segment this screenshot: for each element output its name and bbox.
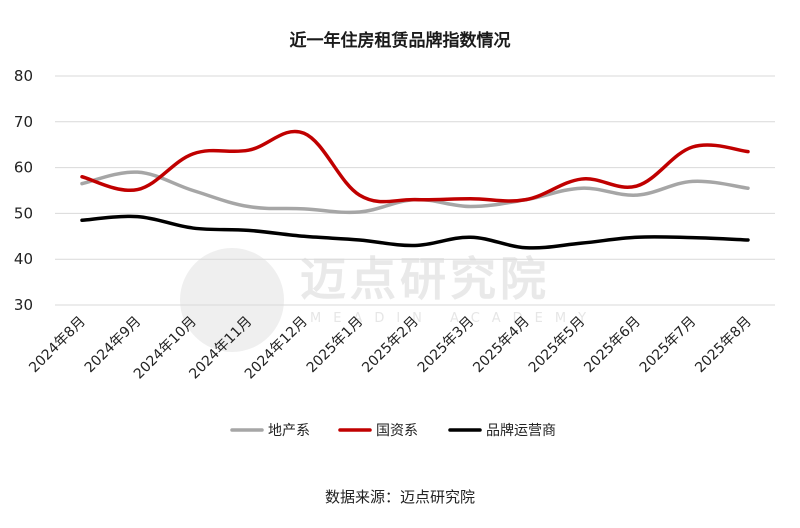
y-axis: 80 70 60 50 40 30 xyxy=(14,67,33,314)
chart-title: 近一年住房租赁品牌指数情况 xyxy=(290,30,511,51)
legend-label: 地产系 xyxy=(268,423,310,439)
y-tick-label: 60 xyxy=(14,159,33,177)
watermark: 迈点研究院 MEADIN ACADEMY xyxy=(180,248,598,352)
series-line-2 xyxy=(80,214,750,250)
legend-label: 国资系 xyxy=(376,423,418,439)
x-tick-label: 2025年7月 xyxy=(637,314,700,377)
grid xyxy=(55,75,775,306)
y-tick-label: 50 xyxy=(14,204,33,222)
series-line-1 xyxy=(80,129,750,204)
y-tick-label: 80 xyxy=(14,67,33,85)
y-tick-label: 40 xyxy=(14,250,33,268)
watermark-logo-icon xyxy=(180,248,284,352)
y-tick-label: 30 xyxy=(14,296,33,314)
x-tick-label: 2025年8月 xyxy=(692,314,755,377)
legend: 地产系 国资系 品牌运营商 xyxy=(230,422,556,439)
series-lines xyxy=(80,129,750,250)
source-note: 数据来源：迈点研究院 xyxy=(325,488,475,506)
y-tick-label: 70 xyxy=(14,113,33,131)
series-line-0 xyxy=(80,170,750,215)
watermark-text: 迈点研究院 xyxy=(300,252,550,306)
legend-label: 品牌运营商 xyxy=(486,422,556,439)
watermark-subtext: MEADIN ACADEMY xyxy=(310,311,598,326)
x-tick-label: 2024年8月 xyxy=(26,314,89,377)
